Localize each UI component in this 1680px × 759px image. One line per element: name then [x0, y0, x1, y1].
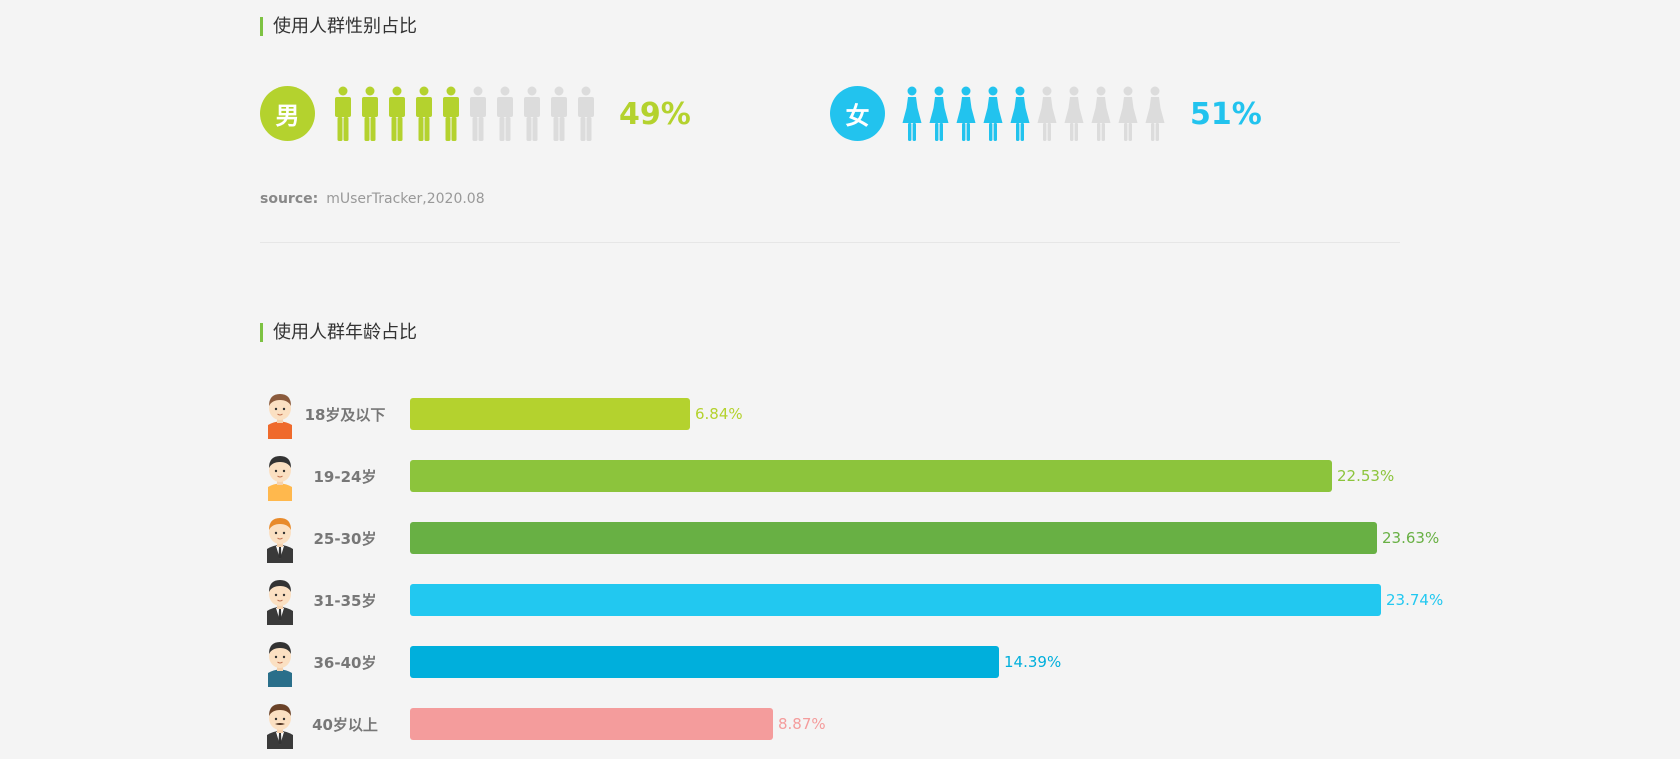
female-person-icon	[1010, 86, 1030, 141]
mustache-man-avatar	[267, 704, 293, 749]
female-person-icon	[1145, 86, 1165, 141]
age-bar	[410, 522, 1377, 554]
male-person-icon	[497, 86, 513, 141]
source-label: source:	[260, 191, 319, 207]
male-person-icon	[443, 86, 459, 141]
age-row: 18岁及以下 6.84%	[260, 390, 1410, 440]
female-person-icon	[1118, 86, 1138, 141]
young-man-avatar	[268, 456, 292, 501]
male-person-icon	[524, 86, 540, 141]
age-bar-value-label: 23.74%	[1386, 591, 1444, 609]
male-person-icon	[578, 86, 594, 141]
male-icon-label: 男	[275, 102, 300, 130]
gender-section-title: 使用人群性别占比	[260, 17, 417, 36]
age-category-label: 25-30岁	[313, 530, 377, 548]
female-person-icon	[1064, 86, 1084, 141]
boy-avatar	[268, 394, 292, 439]
age-category-label: 18岁及以下	[304, 406, 386, 424]
age-category-label: 31-35岁	[313, 592, 377, 610]
man-tie-avatar	[267, 518, 293, 563]
male-icon: 男	[260, 86, 315, 141]
man-blue-shirt-avatar	[268, 642, 292, 687]
female-icon: 女	[830, 86, 885, 141]
age-bar-value-label: 22.53%	[1337, 467, 1395, 485]
age-bar-value-label: 8.87%	[778, 715, 826, 733]
source-note: source: mUserTracker,2020.08	[260, 191, 485, 207]
man-suit-avatar	[267, 580, 293, 625]
age-row: 36-40岁 14.39%	[260, 638, 1410, 688]
age-bar-value-label: 14.39%	[1004, 653, 1062, 671]
female-person-icon	[1037, 86, 1057, 141]
female-person-icon	[983, 86, 1003, 141]
age-row: 25-30岁 23.63%	[260, 514, 1439, 564]
age-row: 31-35岁 23.74%	[260, 576, 1443, 626]
age-bar	[410, 460, 1332, 492]
age-category-label: 36-40岁	[313, 654, 377, 672]
age-row: 40岁以上 8.87%	[260, 700, 1410, 750]
age-bar-value-label: 23.63%	[1382, 529, 1440, 547]
female-person-icon	[929, 86, 949, 141]
age-category-label: 40岁以上	[312, 716, 378, 734]
age-bar	[410, 584, 1381, 616]
age-bar-value-label: 6.84%	[695, 405, 743, 423]
male-person-icons	[333, 86, 596, 141]
age-row: 19-24岁 22.53%	[260, 452, 1410, 502]
source-value: mUserTracker,2020.08	[326, 191, 485, 207]
female-person-icon	[956, 86, 976, 141]
male-percent: 49%	[619, 97, 691, 132]
age-bar	[410, 398, 690, 430]
female-person-icon	[902, 86, 922, 141]
age-bar	[410, 708, 773, 740]
male-person-icon	[362, 86, 378, 141]
male-person-icon	[389, 86, 405, 141]
age-section-title: 使用人群年龄占比	[260, 323, 417, 342]
age-bar	[410, 646, 999, 678]
section-divider	[260, 242, 1400, 243]
female-icon-label: 女	[845, 102, 870, 130]
female-percent: 51%	[1190, 97, 1262, 132]
male-person-icon	[416, 86, 432, 141]
male-person-icon	[551, 86, 567, 141]
male-person-icon	[470, 86, 486, 141]
female-person-icon	[1091, 86, 1111, 141]
female-person-icons	[902, 86, 1165, 141]
male-person-icon	[335, 86, 351, 141]
age-category-label: 19-24岁	[313, 468, 377, 486]
